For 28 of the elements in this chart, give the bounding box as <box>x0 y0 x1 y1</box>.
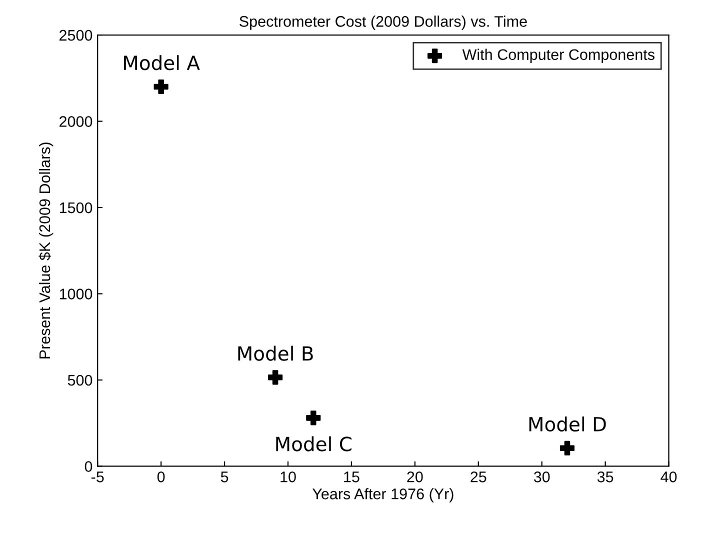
y-tick-label: 500 <box>68 374 92 386</box>
y-tick-label: 2500 <box>60 30 92 41</box>
x-tick-label: -5 <box>91 472 104 482</box>
point <box>306 410 321 426</box>
x-tick-label: 10 <box>280 472 296 482</box>
x-tick-label: 30 <box>534 472 550 482</box>
point <box>560 440 575 456</box>
point <box>268 370 283 385</box>
chart-title: Spectrometer Cost (2009 Dollars) vs. Time <box>240 16 527 30</box>
annotation: Model B <box>238 346 313 361</box>
x-tick-label: 15 <box>344 472 360 482</box>
x-tick-label: 0 <box>157 472 165 482</box>
annotation: Model C <box>276 436 352 452</box>
x-axis-title: Years After 1976 (Yr) <box>312 488 454 502</box>
point <box>154 79 168 94</box>
y-tick-label: 1500 <box>60 202 92 214</box>
x-tick-label: 25 <box>470 472 486 482</box>
y-tick-label: 2000 <box>60 116 92 127</box>
x-tick-label: 40 <box>660 472 677 482</box>
x-tick-label: 5 <box>220 472 228 482</box>
annotation: Model D <box>529 416 606 432</box>
legend-label: With Computer Components <box>462 48 654 64</box>
y-tick-label: 1000 <box>60 288 92 300</box>
annotation: Model A <box>124 55 200 70</box>
x-tick-label: 20 <box>407 472 423 482</box>
y-axis-title: Present Value $K (2009 Dollars) <box>38 142 54 358</box>
y-tick-label: 0 <box>84 461 92 472</box>
x-tick-label: 35 <box>597 472 614 482</box>
